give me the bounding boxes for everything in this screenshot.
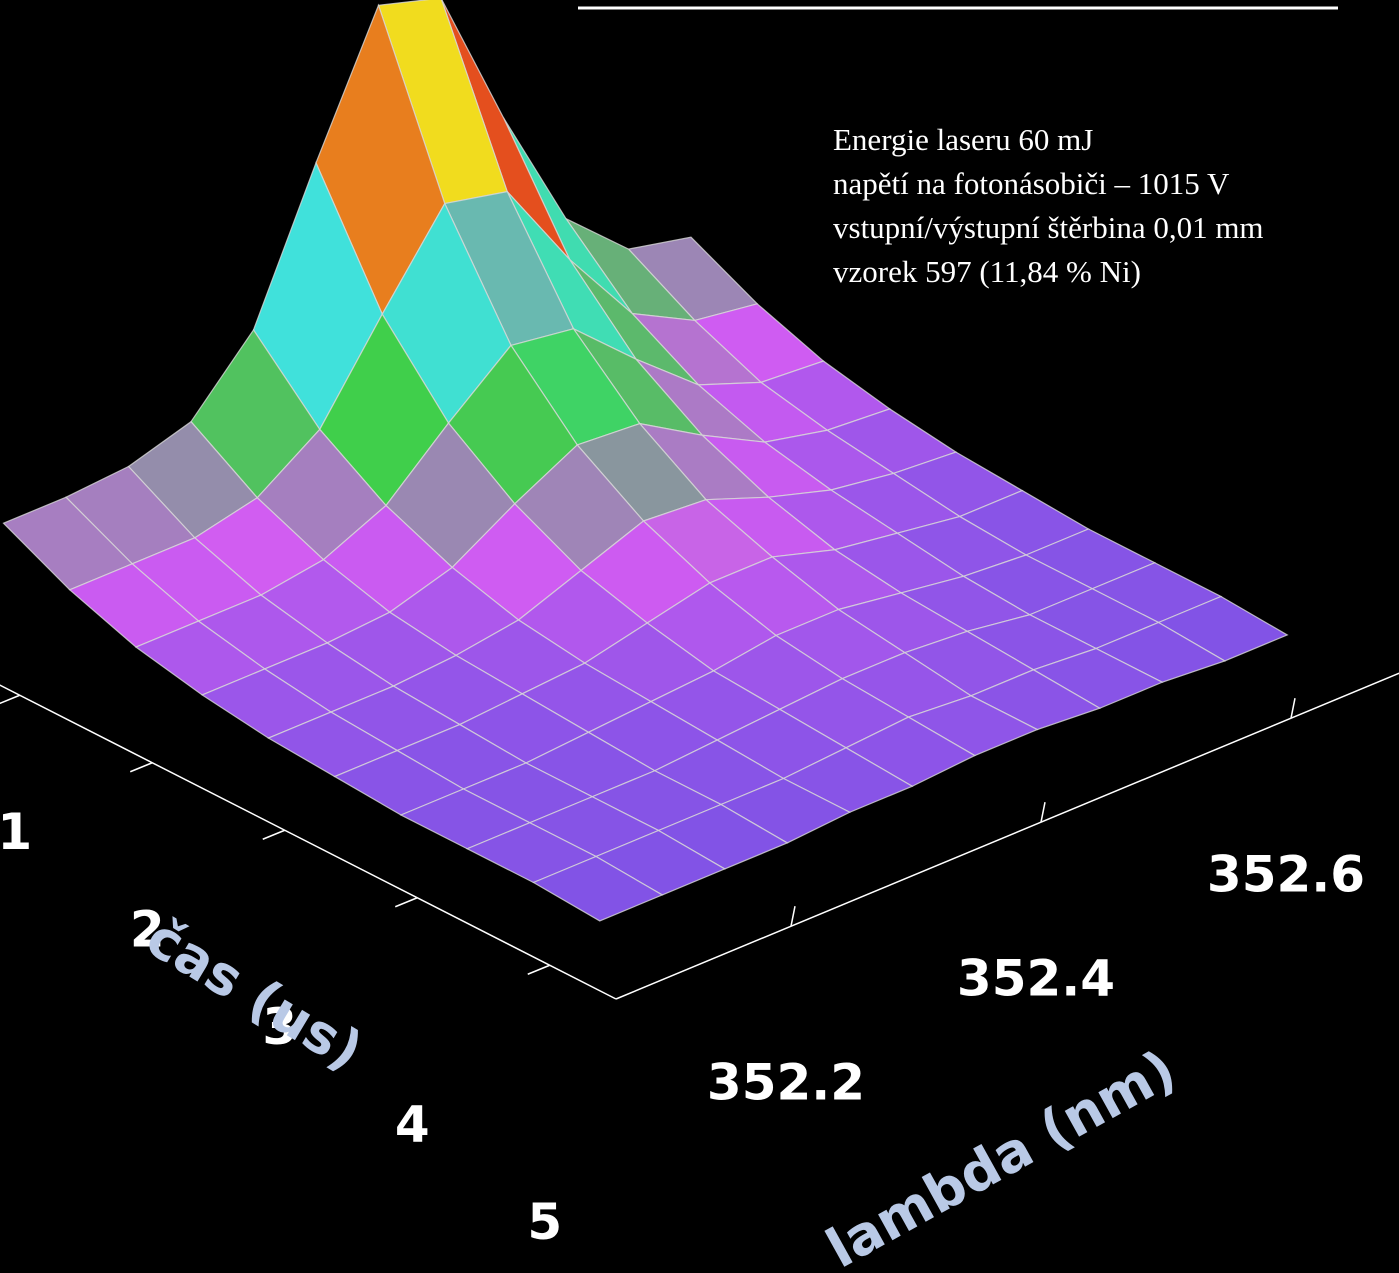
y-tick (1290, 698, 1296, 719)
y-tick (1040, 802, 1046, 823)
x-tick (394, 897, 418, 908)
annotation: Energie laseru 60 mJ (833, 122, 1093, 157)
annotation: vzorek 597 (11,84 % Ni) (833, 254, 1141, 289)
x-axis-line (0, 684, 617, 1000)
y-axis-line (615, 672, 1399, 1000)
x-axis-label: čas (us) (136, 906, 374, 1083)
x-tick (262, 829, 286, 840)
y-tick-label: 352.6 (1207, 846, 1365, 904)
surface-patch (532, 855, 664, 922)
x-tick (0, 694, 21, 705)
y-axis-label: lambda (nm) (816, 1037, 1186, 1273)
x-tick (527, 964, 551, 975)
x-tick (129, 762, 153, 773)
axes: 1 2 3 4 5 352.2 352.4 352.6 (0, 672, 1399, 1251)
x-tick-label: 1 (0, 803, 32, 861)
x-tick-label: 3 (262, 998, 297, 1056)
annotation: napětí na fotonásobiči – 1015 V (833, 166, 1230, 201)
x-tick-label: 4 (395, 1095, 430, 1153)
annotation: vstupní/výstupní štěrbina 0,01 mm (833, 210, 1264, 245)
y-tick-label: 352.2 (707, 1054, 865, 1112)
surface (2, 0, 1289, 922)
y-tick (790, 906, 796, 927)
x-tick-label: 2 (130, 900, 165, 958)
x-tick-label: 5 (527, 1193, 562, 1251)
y-tick-label: 352.4 (957, 950, 1115, 1008)
